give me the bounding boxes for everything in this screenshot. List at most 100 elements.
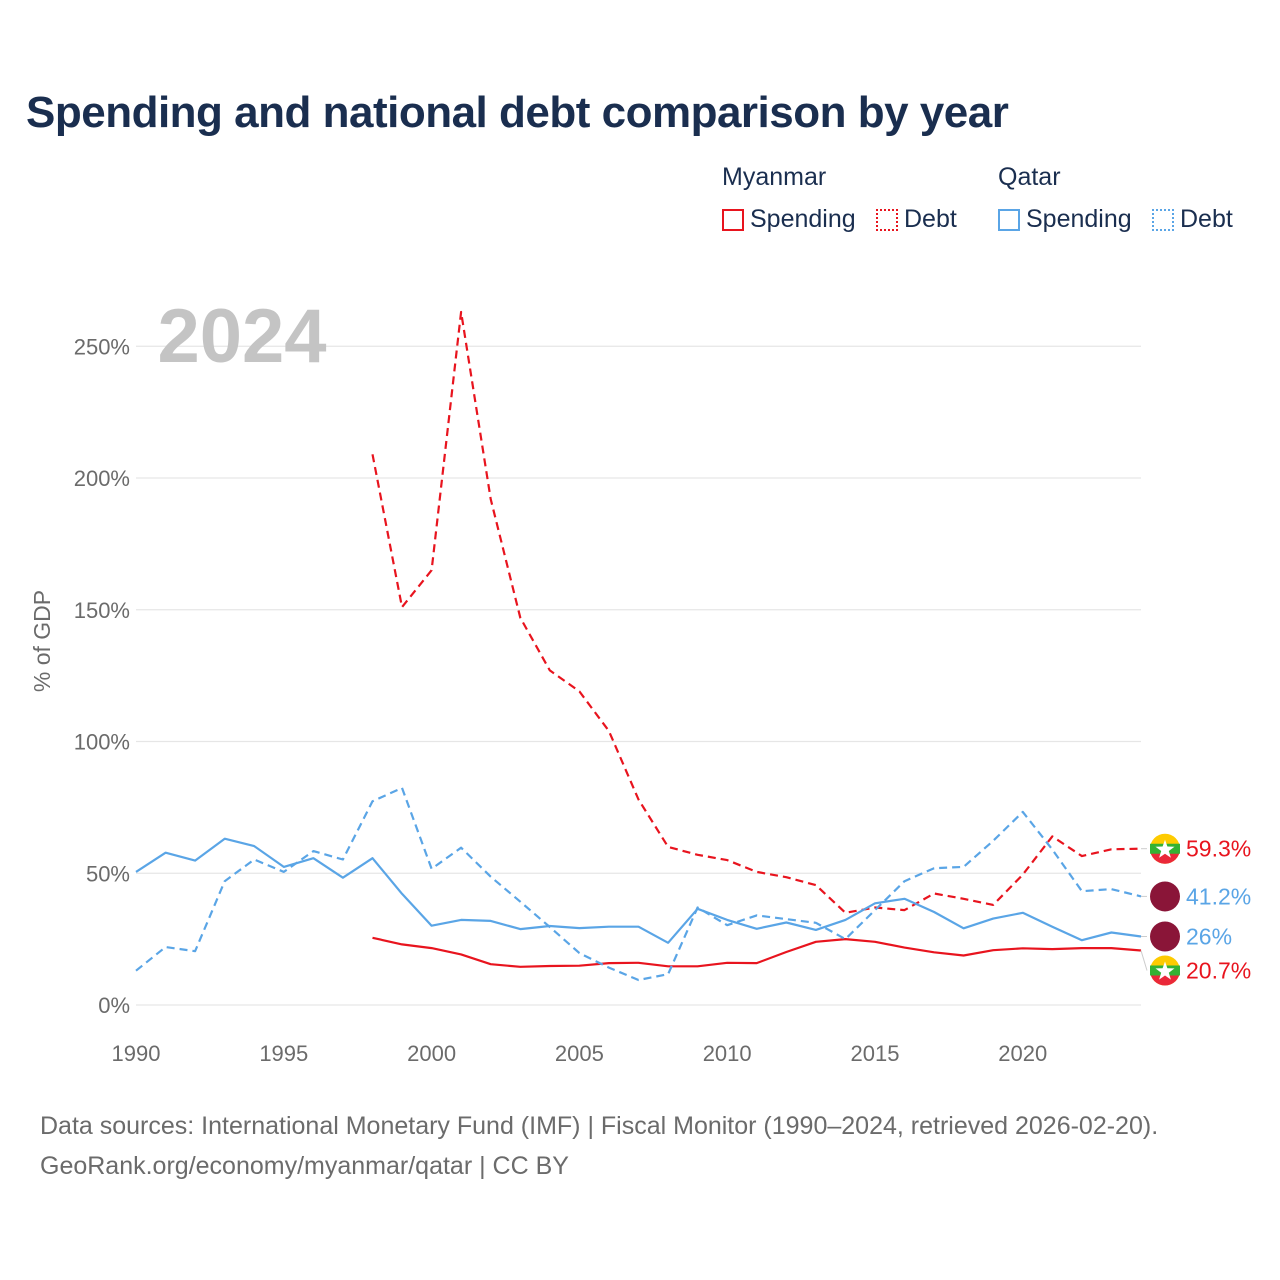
data-point[interactable] (370, 799, 375, 804)
data-point[interactable] (252, 857, 257, 862)
data-point[interactable] (429, 866, 434, 871)
data-point[interactable] (163, 850, 168, 855)
data-point[interactable] (606, 924, 611, 929)
data-point[interactable] (193, 949, 198, 954)
data-point[interactable] (813, 927, 818, 932)
data-point[interactable] (459, 310, 464, 315)
legend-item-qatar-spending[interactable]: Spending (998, 205, 1132, 234)
data-point[interactable] (784, 875, 789, 880)
data-point[interactable] (340, 857, 345, 862)
legend-item-qatar-debt[interactable]: Debt (1152, 205, 1233, 234)
data-point[interactable] (1109, 887, 1114, 892)
data-point[interactable] (370, 935, 375, 940)
data-point[interactable] (873, 901, 878, 906)
data-point[interactable] (163, 945, 168, 950)
line-qatar-spending[interactable] (135, 837, 1142, 944)
data-point[interactable] (636, 960, 641, 965)
data-point[interactable] (1050, 924, 1055, 929)
series-myanmar-debt[interactable] (370, 310, 1144, 916)
data-point[interactable] (606, 729, 611, 734)
data-point[interactable] (843, 937, 848, 942)
data-point[interactable] (577, 951, 582, 956)
data-point[interactable] (134, 968, 139, 973)
data-point[interactable] (577, 689, 582, 694)
data-point[interactable] (400, 785, 405, 790)
data-point[interactable] (400, 605, 405, 610)
data-point[interactable] (518, 964, 523, 969)
data-point[interactable] (370, 452, 375, 457)
data-point[interactable] (666, 844, 671, 849)
data-point[interactable] (488, 874, 493, 879)
line-myanmar-spending[interactable] (372, 936, 1142, 968)
data-point[interactable] (547, 924, 552, 929)
data-point[interactable] (193, 858, 198, 863)
data-point[interactable] (754, 913, 759, 918)
data-point[interactable] (311, 849, 316, 854)
line-qatar-debt[interactable] (135, 786, 1142, 982)
data-point[interactable] (281, 869, 286, 874)
data-point[interactable] (606, 965, 611, 970)
data-point[interactable] (695, 906, 700, 911)
data-point[interactable] (813, 939, 818, 944)
data-point[interactable] (754, 869, 759, 874)
data-point[interactable] (429, 946, 434, 951)
data-point[interactable] (695, 852, 700, 857)
data-point[interactable] (281, 864, 286, 869)
data-point[interactable] (784, 950, 789, 955)
data-point[interactable] (1020, 872, 1025, 877)
data-point[interactable] (784, 920, 789, 925)
data-point[interactable] (1050, 947, 1055, 952)
data-point[interactable] (725, 858, 730, 863)
data-point[interactable] (991, 838, 996, 843)
legend-item-myanmar-debt[interactable]: Debt (876, 205, 957, 234)
data-point[interactable] (459, 845, 464, 850)
data-point[interactable] (666, 940, 671, 945)
data-point[interactable] (754, 961, 759, 966)
data-point[interactable] (636, 978, 641, 983)
data-point[interactable] (518, 927, 523, 932)
data-point[interactable] (813, 883, 818, 888)
data-point[interactable] (1050, 847, 1055, 852)
data-point[interactable] (932, 950, 937, 955)
data-point[interactable] (547, 668, 552, 673)
data-point[interactable] (636, 924, 641, 929)
data-point[interactable] (311, 856, 316, 861)
data-point[interactable] (1079, 946, 1084, 951)
data-point[interactable] (873, 939, 878, 944)
data-point[interactable] (1050, 834, 1055, 839)
data-point[interactable] (400, 942, 405, 947)
data-point[interactable] (606, 961, 611, 966)
data-point[interactable] (459, 952, 464, 957)
data-point[interactable] (843, 910, 848, 915)
data-point[interactable] (134, 869, 139, 874)
data-point[interactable] (666, 972, 671, 977)
legend-item-myanmar-spending[interactable]: Spending (722, 205, 856, 234)
data-point[interactable] (1079, 938, 1084, 943)
data-point[interactable] (991, 902, 996, 907)
data-point[interactable] (222, 879, 227, 884)
data-point[interactable] (932, 866, 937, 871)
data-point[interactable] (961, 864, 966, 869)
source-line-2[interactable]: GeoRank.org/economy/myanmar/qatar | CC B… (40, 1152, 569, 1180)
data-point[interactable] (932, 910, 937, 915)
data-point[interactable] (518, 615, 523, 620)
data-point[interactable] (902, 945, 907, 950)
data-point[interactable] (991, 948, 996, 953)
data-point[interactable] (222, 836, 227, 841)
data-point[interactable] (902, 879, 907, 884)
data-point[interactable] (429, 923, 434, 928)
data-point[interactable] (902, 908, 907, 913)
data-point[interactable] (1109, 930, 1114, 935)
data-point[interactable] (370, 856, 375, 861)
data-point[interactable] (725, 960, 730, 965)
data-point[interactable] (429, 568, 434, 573)
data-point[interactable] (488, 962, 493, 967)
data-point[interactable] (1109, 847, 1114, 852)
data-point[interactable] (340, 875, 345, 880)
data-point[interactable] (902, 896, 907, 901)
data-point[interactable] (1020, 946, 1025, 951)
data-point[interactable] (488, 497, 493, 502)
data-point[interactable] (961, 896, 966, 901)
data-point[interactable] (961, 953, 966, 958)
data-point[interactable] (754, 926, 759, 931)
